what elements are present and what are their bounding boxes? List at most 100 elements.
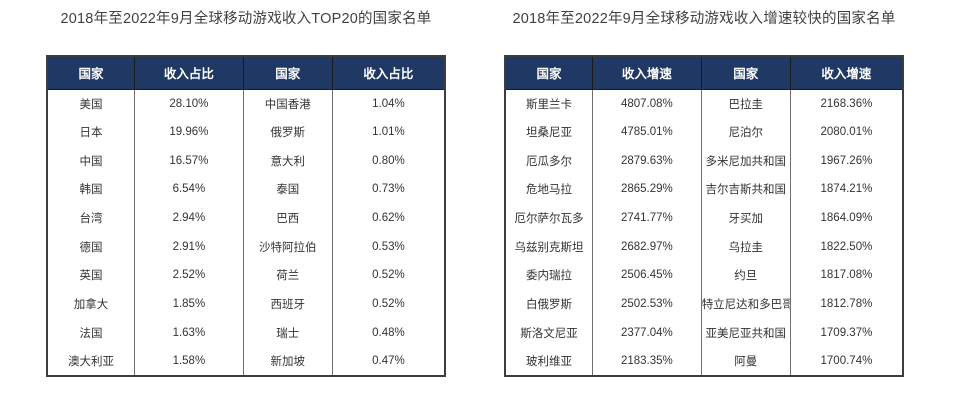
top20-revenue-table-block: 2018年至2022年9月全球移动游戏收入TOP20的国家名单 国家 收入占比 … [46, 8, 446, 377]
top20-table-body: 美国 28.10% 中国香港 1.04% 日本 19.96% 俄罗斯 1.01% 中国 16.57… [46, 89, 446, 376]
table-cell: 2879.63% [592, 146, 702, 176]
table-cell: 俄罗斯 [242, 117, 333, 147]
growth-table-header: 国家 收入增速 国家 收入增速 [504, 55, 904, 90]
table-cell: 4785.01% [592, 117, 702, 147]
table-cell: 荷兰 [242, 261, 333, 290]
top20-table-header: 国家 收入占比 国家 收入占比 [46, 55, 446, 90]
table-row: 日本 19.96% 俄罗斯 1.01% [46, 117, 446, 147]
table-cell: 约旦 [700, 261, 791, 290]
table-cell: 乌拉圭 [700, 232, 791, 262]
table-cell: 法国 [46, 318, 136, 348]
table-cell: 新加坡 [242, 347, 333, 376]
table-cell: 1812.78% [789, 289, 904, 319]
table-cell: 1967.26% [789, 146, 904, 176]
table-cell: 德国 [46, 232, 136, 262]
growth-table-body: 斯里兰卡 4807.08% 巴拉圭 2168.36% 坦桑尼亚 4785.01% 尼泊尔 20… [504, 89, 904, 376]
table-row: 澳大利亚 1.58% 新加坡 0.47% [46, 347, 446, 376]
table-cell: 2502.53% [592, 289, 702, 319]
table-cell: 意大利 [242, 146, 333, 176]
table-row: 斯洛文尼亚 2377.04% 亚美尼亚共和国 1709.37% [504, 318, 904, 348]
table-cell: 0.53% [331, 232, 446, 262]
table-row: 厄尔萨尔瓦多 2741.77% 牙买加 1864.09% [504, 203, 904, 233]
table-cell: 0.80% [331, 146, 446, 176]
table-cell: 0.73% [331, 175, 446, 204]
table-cell: 0.48% [331, 318, 446, 348]
top20-revenue-table: 国家 收入占比 国家 收入占比 美国 28.10% 中国香港 1.04% 日本 19.96… [46, 55, 446, 377]
table-row: 委内瑞拉 2506.45% 约旦 1817.08% [504, 261, 904, 290]
table-cell: 委内瑞拉 [504, 261, 594, 290]
table-cell: 阿曼 [700, 347, 791, 376]
table-row: 玻利维亚 2183.35% 阿曼 1700.74% [504, 347, 904, 376]
column-header-country-2: 国家 [700, 55, 791, 90]
growth-table-title: 2018年至2022年9月全球移动游戏收入增速较快的国家名单 [512, 11, 896, 27]
column-header-growth-rate-1: 收入增速 [592, 55, 702, 90]
table-row: 台湾 2.94% 巴西 0.62% [46, 203, 446, 233]
table-row: 美国 28.10% 中国香港 1.04% [46, 89, 446, 118]
table-cell: 19.96% [134, 117, 244, 147]
column-header-country-2: 国家 [242, 55, 333, 90]
table-cell: 1864.09% [789, 203, 904, 233]
column-header-country-1: 国家 [504, 55, 594, 90]
table-cell: 厄瓜多尔 [504, 146, 594, 176]
column-header-revenue-share-2: 收入占比 [331, 55, 446, 90]
table-cell: 1709.37% [789, 318, 904, 348]
table-cell: 美国 [46, 89, 136, 118]
table-cell: 韩国 [46, 175, 136, 204]
table-cell: 巴西 [242, 203, 333, 233]
column-header-revenue-share-1: 收入占比 [134, 55, 244, 90]
table-cell: 1700.74% [789, 347, 904, 376]
table-cell: 2168.36% [789, 89, 904, 118]
table-cell: 牙买加 [700, 203, 791, 233]
table-cell: 瑞士 [242, 318, 333, 348]
table-cell: 巴拉圭 [700, 89, 791, 118]
table-row: 危地马拉 2865.29% 吉尔吉斯共和国 1874.21% [504, 175, 904, 204]
table-cell: 1.58% [134, 347, 244, 376]
table-cell: 0.47% [331, 347, 446, 376]
table-cell: 28.10% [134, 89, 244, 118]
table-cell: 坦桑尼亚 [504, 117, 594, 147]
table-cell: 乌兹别克斯坦 [504, 232, 594, 262]
table-cell: 0.62% [331, 203, 446, 233]
table-cell: 亚美尼亚共和国 [700, 318, 791, 348]
table-row: 斯里兰卡 4807.08% 巴拉圭 2168.36% [504, 89, 904, 118]
top20-table-title: 2018年至2022年9月全球移动游戏收入TOP20的国家名单 [60, 11, 432, 27]
table-cell: 日本 [46, 117, 136, 147]
table-cell: 2865.29% [592, 175, 702, 204]
table-cell: 2682.97% [592, 232, 702, 262]
table-cell: 尼泊尔 [700, 117, 791, 147]
table-cell: 1.85% [134, 289, 244, 319]
table-cell: 多米尼加共和国 [700, 146, 791, 176]
table-cell: 斯洛文尼亚 [504, 318, 594, 348]
table-cell: 泰国 [242, 175, 333, 204]
table-cell: 1874.21% [789, 175, 904, 204]
table-cell: 白俄罗斯 [504, 289, 594, 319]
table-cell: 2183.35% [592, 347, 702, 376]
table-cell: 2377.04% [592, 318, 702, 348]
table-row: 中国 16.57% 意大利 0.80% [46, 146, 446, 176]
table-cell: 16.57% [134, 146, 244, 176]
column-header-country-1: 国家 [46, 55, 136, 90]
table-cell: 1.63% [134, 318, 244, 348]
header-row: 国家 收入增速 国家 收入增速 [504, 55, 904, 90]
table-cell: 2.52% [134, 261, 244, 290]
table-cell: 6.54% [134, 175, 244, 204]
table-cell: 1.04% [331, 89, 446, 118]
table-cell: 沙特阿拉伯 [242, 232, 333, 262]
table-cell: 厄尔萨尔瓦多 [504, 203, 594, 233]
table-row: 法国 1.63% 瑞士 0.48% [46, 318, 446, 348]
table-row: 韩国 6.54% 泰国 0.73% [46, 175, 446, 204]
table-cell: 台湾 [46, 203, 136, 233]
growth-rate-table-block: 2018年至2022年9月全球移动游戏收入增速较快的国家名单 国家 收入增速 国… [504, 8, 904, 377]
table-cell: 0.52% [331, 289, 446, 319]
growth-rate-table: 国家 收入增速 国家 收入增速 斯里兰卡 4807.08% 巴拉圭 2168.36% 坦… [504, 55, 904, 377]
table-cell: 1.01% [331, 117, 446, 147]
table-cell: 1817.08% [789, 261, 904, 290]
table-cell: 2741.77% [592, 203, 702, 233]
table-row: 加拿大 1.85% 西班牙 0.52% [46, 289, 446, 319]
table-cell: 2080.01% [789, 117, 904, 147]
table-row: 厄瓜多尔 2879.63% 多米尼加共和国 1967.26% [504, 146, 904, 176]
table-cell: 玻利维亚 [504, 347, 594, 376]
table-cell: 危地马拉 [504, 175, 594, 204]
table-cell: 英国 [46, 261, 136, 290]
header-row: 国家 收入占比 国家 收入占比 [46, 55, 446, 90]
